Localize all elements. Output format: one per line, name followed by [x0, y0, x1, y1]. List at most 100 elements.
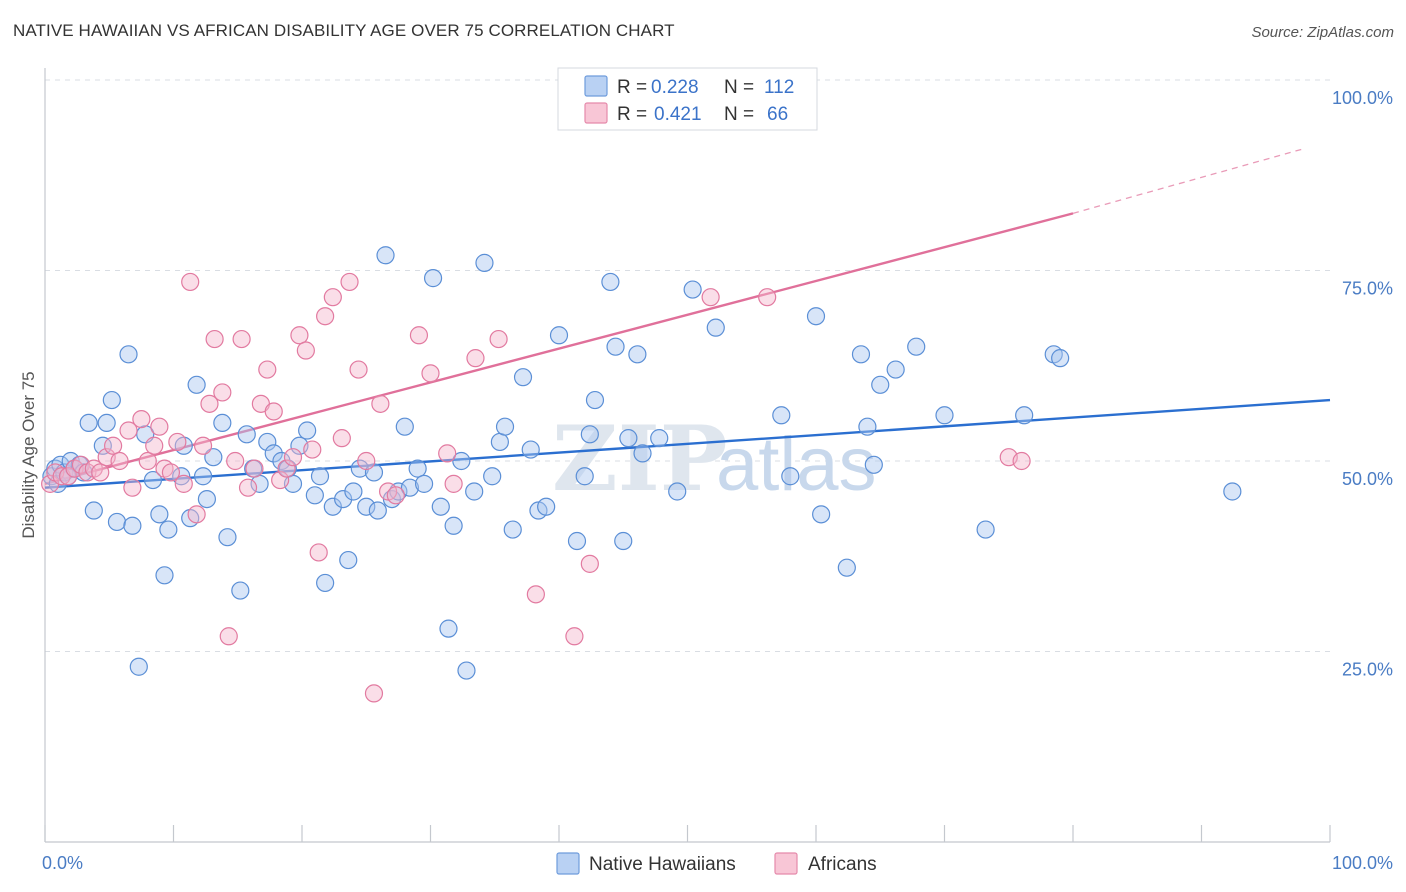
point-native-hawaiians-44 [305, 486, 324, 505]
series-africans [41, 272, 1031, 703]
legend-n-label-2: N = [724, 104, 754, 125]
point-africans-8 [91, 463, 110, 482]
point-native-hawaiians-63 [431, 497, 450, 516]
point-native-hawaiians-13 [97, 413, 116, 432]
point-africans-60 [565, 627, 584, 646]
bottom-legend-africans: Africans [808, 854, 877, 875]
point-native-hawaiians-59 [400, 478, 420, 497]
point-africans-29 [226, 451, 245, 471]
point-africans-37 [277, 459, 296, 478]
point-native-hawaiians-94 [781, 467, 800, 486]
point-africans-53 [409, 326, 429, 345]
point-africans-62 [701, 288, 720, 307]
point-native-hawaiians-105 [976, 520, 995, 539]
point-native-hawaiians-27 [187, 375, 206, 394]
point-native-hawaiians-38 [264, 444, 283, 463]
point-native-hawaiians-72 [495, 417, 515, 436]
point-native-hawaiians-62 [423, 269, 443, 288]
point-native-hawaiians-103 [907, 337, 926, 356]
point-africans-25 [200, 394, 219, 413]
point-africans-38 [283, 448, 303, 467]
point-native-hawaiians-67 [457, 661, 476, 680]
source-label: Source: ZipAtlas.com [1251, 24, 1394, 41]
data-points [41, 246, 1242, 703]
point-native-hawaiians-79 [567, 531, 587, 551]
bottom-legend-native-hawaiians: Native Hawaiians [589, 854, 736, 875]
point-native-hawaiians-18 [129, 657, 148, 676]
point-africans-11 [110, 451, 129, 471]
point-africans-13 [123, 478, 142, 497]
grid-lines [45, 79, 1330, 652]
point-native-hawaiians-87 [628, 345, 647, 364]
point-native-hawaiians-95 [806, 307, 826, 326]
point-native-hawaiians-77 [537, 497, 556, 516]
legend-n-value-2: 66 [767, 104, 788, 125]
tick-labels: 25.0% 50.0% 75.0% 100.0% 0.0% 100.0% [42, 88, 1393, 873]
watermark: ZIP atlas [552, 406, 877, 512]
point-native-hawaiians-17 [123, 516, 142, 535]
point-africans-28 [219, 627, 238, 646]
legend-swatch-blue [584, 75, 608, 97]
point-africans-46 [340, 272, 359, 292]
point-africans-44 [323, 288, 342, 307]
point-africans-63 [758, 288, 777, 307]
point-native-hawaiians-15 [107, 512, 127, 532]
point-africans-27 [213, 383, 232, 402]
point-native-hawaiians-51 [350, 459, 369, 478]
point-native-hawaiians-47 [323, 497, 342, 516]
point-native-hawaiians-16 [119, 345, 138, 364]
point-native-hawaiians-109 [1223, 482, 1242, 501]
point-native-hawaiians-20 [143, 470, 163, 490]
point-africans-57 [466, 349, 485, 368]
point-native-hawaiians-90 [668, 482, 687, 501]
bottom-legend-swatch-africans [774, 852, 798, 875]
point-native-hawaiians-50 [344, 482, 363, 501]
point-native-hawaiians-31 [213, 413, 232, 432]
legend-box: R = 0.228 N = 112 R = 0.421 N = 66 [557, 67, 818, 131]
point-native-hawaiians-61 [414, 474, 434, 493]
point-native-hawaiians-11 [84, 501, 103, 520]
point-africans-42 [309, 543, 328, 562]
point-native-hawaiians-14 [102, 390, 121, 410]
point-africans-52 [386, 486, 405, 505]
point-native-hawaiians-54 [368, 501, 387, 520]
point-native-hawaiians-84 [606, 337, 625, 356]
point-africans-34 [258, 360, 277, 379]
point-native-hawaiians-99 [858, 417, 877, 436]
point-native-hawaiians-32 [218, 528, 237, 547]
legend-r-value-2: 0.421 [654, 104, 702, 125]
point-native-hawaiians-101 [871, 375, 890, 394]
point-africans-14 [132, 409, 151, 429]
legend-n-label-1: N = [724, 77, 754, 98]
point-africans-12 [119, 421, 138, 440]
point-native-hawaiians-52 [357, 497, 376, 516]
point-native-hawaiians-68 [465, 482, 484, 501]
y-tick-label-25: 25.0% [1342, 660, 1393, 680]
point-africans-36 [271, 470, 290, 490]
legend-n-value-1: 112 [764, 77, 794, 98]
chart-title: NATIVE HAWAIIAN VS AFRICAN DISABILITY AG… [13, 21, 675, 40]
series-native-hawaiians [42, 246, 1242, 680]
point-africans-49 [364, 684, 384, 703]
legend-swatch-pink [584, 102, 608, 124]
bottom-legend-swatch-native-hawaiians [556, 852, 580, 875]
point-native-hawaiians-100 [864, 455, 883, 474]
trend-lines [44, 147, 1331, 489]
point-native-hawaiians-55 [376, 246, 395, 265]
point-native-hawaiians-46 [316, 573, 335, 593]
x-tick-label-start: 0.0% [42, 853, 83, 873]
point-africans-24 [193, 436, 213, 455]
point-native-hawaiians-69 [475, 253, 494, 272]
point-africans-40 [296, 341, 315, 360]
point-africans-3 [59, 467, 78, 486]
point-africans-30 [232, 329, 251, 349]
point-native-hawaiians-96 [812, 505, 831, 524]
point-africans-55 [438, 444, 457, 463]
point-native-hawaiians-102 [886, 360, 905, 379]
point-native-hawaiians-64 [439, 619, 458, 638]
point-native-hawaiians-73 [503, 520, 522, 539]
point-native-hawaiians-74 [513, 368, 533, 387]
legend-r-label-1: R = [617, 77, 647, 98]
point-africans-19 [161, 463, 181, 482]
point-native-hawaiians-33 [231, 581, 250, 600]
